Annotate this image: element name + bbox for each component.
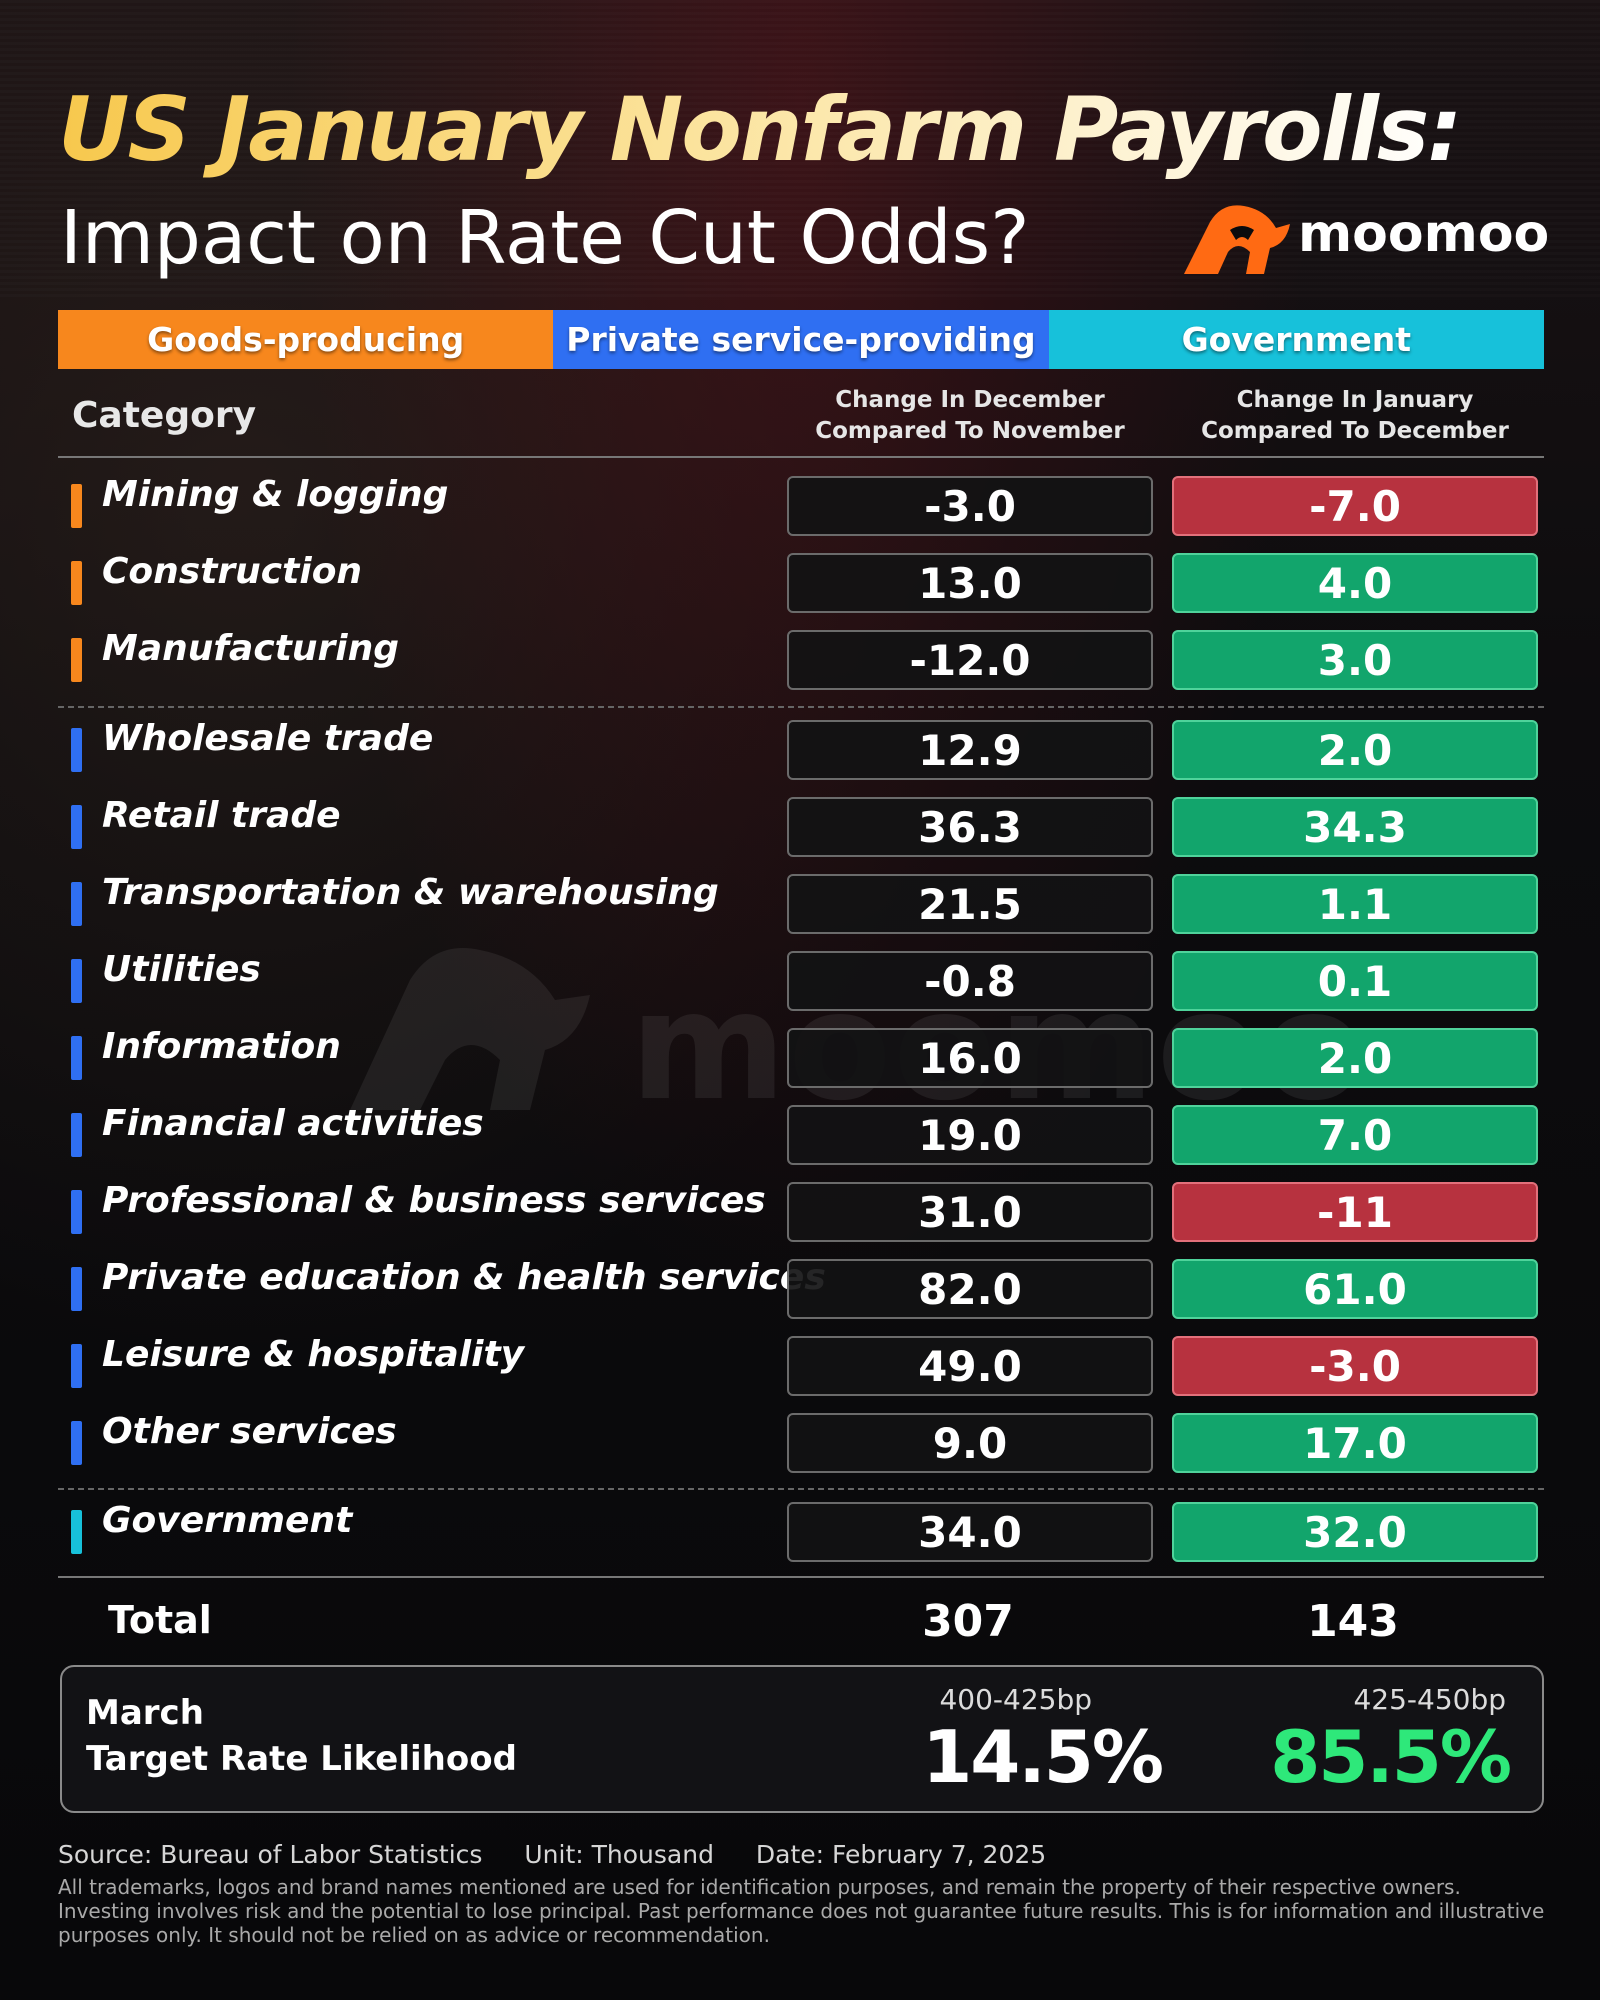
december-value-retail-trade: 36.3 xyxy=(787,797,1153,857)
rate-range-2: 425-450bp xyxy=(1353,1683,1506,1716)
category-label-construction: Construction xyxy=(102,551,363,592)
group-marker-financial-activities xyxy=(71,1113,82,1157)
january-value-leisure-hospitality: -3.0 xyxy=(1172,1336,1538,1396)
group-marker-construction xyxy=(71,561,82,605)
category-label-financial-activities: Financial activities xyxy=(102,1103,484,1144)
december-value-private-education-health-services: 82.0 xyxy=(787,1259,1153,1319)
category-label-wholesale-trade: Wholesale trade xyxy=(102,718,434,759)
january-change-header: Change In January Compared To December xyxy=(1170,385,1540,447)
group-marker-information xyxy=(71,1036,82,1080)
category-label-utilities: Utilities xyxy=(102,949,261,990)
group-marker-transportation-warehousing xyxy=(71,882,82,926)
december-value-mining-logging: -3.0 xyxy=(787,476,1153,536)
category-label-manufacturing: Manufacturing xyxy=(102,628,399,669)
category-label-mining-logging: Mining & logging xyxy=(102,474,449,515)
december-header-line-1: Change In December xyxy=(835,387,1105,413)
group-marker-retail-trade xyxy=(71,805,82,849)
total-label: Total xyxy=(108,1598,212,1642)
group-marker-professional-business-services xyxy=(71,1190,82,1234)
category-label-government: Government xyxy=(102,1500,353,1541)
january-value-government: 32.0 xyxy=(1172,1502,1538,1562)
category-label-professional-business-services: Professional & business services xyxy=(102,1180,766,1221)
december-value-transportation-warehousing: 21.5 xyxy=(787,874,1153,934)
group-marker-other-services xyxy=(71,1421,82,1465)
january-value-other-services: 17.0 xyxy=(1172,1413,1538,1473)
december-value-wholesale-trade: 12.9 xyxy=(787,720,1153,780)
goods-divider xyxy=(58,706,1544,708)
footer-meta: Source: Bureau of Labor Statistics Unit:… xyxy=(58,1840,1080,1869)
date-text: Date: February 7, 2025 xyxy=(755,1840,1047,1869)
category-label-information: Information xyxy=(102,1026,341,1067)
legend-private-service-providing: Private service-providing xyxy=(553,310,1049,369)
january-value-mining-logging: -7.0 xyxy=(1172,476,1538,536)
moomoo-logo-text: moomoo xyxy=(1298,204,1550,264)
category-label-retail-trade: Retail trade xyxy=(102,795,341,836)
background-stripes xyxy=(0,0,1600,300)
january-value-private-education-health-services: 61.0 xyxy=(1172,1259,1538,1319)
january-value-professional-business-services: -11 xyxy=(1172,1182,1538,1242)
rate-value-1: 14.5% xyxy=(922,1715,1164,1799)
december-value-government: 34.0 xyxy=(787,1502,1153,1562)
category-label-other-services: Other services xyxy=(102,1411,397,1452)
january-value-retail-trade: 34.3 xyxy=(1172,797,1538,857)
december-value-financial-activities: 19.0 xyxy=(787,1105,1153,1165)
rate-likelihood-panel: March Target Rate Likelihood 400-425bp 1… xyxy=(60,1665,1544,1813)
january-header-line-1: Change In January xyxy=(1236,387,1474,413)
title-line-1: US January Nonfarm Payrolls: xyxy=(58,78,1462,181)
january-value-transportation-warehousing: 1.1 xyxy=(1172,874,1538,934)
rate-label: Target Rate Likelihood xyxy=(86,1739,517,1779)
group-marker-government xyxy=(71,1510,82,1554)
moomoo-watermark-icon xyxy=(350,948,590,1110)
group-marker-wholesale-trade xyxy=(71,728,82,772)
january-value-information: 2.0 xyxy=(1172,1028,1538,1088)
moomoo-bull-logo-icon xyxy=(1184,205,1290,274)
january-value-financial-activities: 7.0 xyxy=(1172,1105,1538,1165)
december-value-other-services: 9.0 xyxy=(787,1413,1153,1473)
legend-government: Government xyxy=(1048,310,1544,369)
header-divider xyxy=(58,456,1544,458)
total-divider xyxy=(58,1576,1544,1578)
december-value-professional-business-services: 31.0 xyxy=(787,1182,1153,1242)
category-header: Category xyxy=(72,395,257,436)
total-december-value: 307 xyxy=(922,1596,1014,1647)
disclaimer-text: All trademarks, logos and brand names me… xyxy=(58,1875,1545,1947)
group-marker-mining-logging xyxy=(71,484,82,528)
january-value-utilities: 0.1 xyxy=(1172,951,1538,1011)
january-value-construction: 4.0 xyxy=(1172,553,1538,613)
category-label-transportation-warehousing: Transportation & warehousing xyxy=(102,872,719,913)
moomoo-logo: moomoo xyxy=(1182,200,1549,280)
group-marker-private-education-health-services xyxy=(71,1267,82,1311)
title-line-2: Impact on Rate Cut Odds? xyxy=(60,195,1030,281)
category-label-private-education-health-services: Private education & health services xyxy=(102,1257,826,1298)
january-header-line-2: Compared To December xyxy=(1201,418,1509,444)
december-value-information: 16.0 xyxy=(787,1028,1153,1088)
rate-value-2: 85.5% xyxy=(1270,1715,1512,1799)
source-text: Source: Bureau of Labor Statistics xyxy=(58,1840,483,1869)
group-marker-leisure-hospitality xyxy=(71,1344,82,1388)
unit-text: Unit: Thousand xyxy=(524,1840,714,1869)
january-value-manufacturing: 3.0 xyxy=(1172,630,1538,690)
total-january-value: 143 xyxy=(1307,1596,1399,1647)
group-marker-manufacturing xyxy=(71,638,82,682)
group-legend: Goods-producing Private service-providing… xyxy=(58,310,1544,369)
december-value-construction: 13.0 xyxy=(787,553,1153,613)
december-value-leisure-hospitality: 49.0 xyxy=(787,1336,1153,1396)
legend-goods-producing: Goods-producing xyxy=(58,310,554,369)
rate-range-1: 400-425bp xyxy=(939,1683,1092,1716)
group-marker-utilities xyxy=(71,959,82,1003)
category-label-leisure-hospitality: Leisure & hospitality xyxy=(102,1334,525,1375)
december-header-line-2: Compared To November xyxy=(815,418,1125,444)
december-change-header: Change In December Compared To November xyxy=(785,385,1155,447)
january-value-wholesale-trade: 2.0 xyxy=(1172,720,1538,780)
december-value-manufacturing: -12.0 xyxy=(787,630,1153,690)
services-divider xyxy=(58,1488,1544,1490)
december-value-utilities: -0.8 xyxy=(787,951,1153,1011)
rate-month: March xyxy=(86,1693,204,1733)
